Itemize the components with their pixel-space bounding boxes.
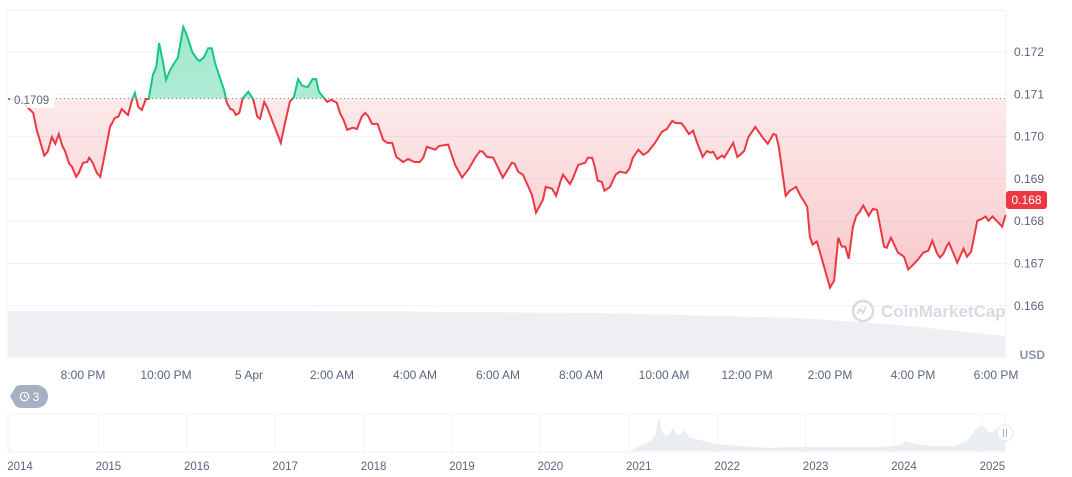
navigator-year-label: 2024	[891, 461, 917, 473]
y-tick-label: 0.168	[1014, 214, 1044, 228]
navigator[interactable]: 2014 2015 2016 2017 2018 2019 2020 2021 2022 2023…	[7, 413, 1014, 473]
x-tick-label: 8:00 AM	[559, 368, 603, 382]
svg-text:0.1709: 0.1709	[14, 95, 49, 107]
y-tick-label: 0.170	[1014, 130, 1044, 144]
x-tick-label: 8:00 PM	[61, 368, 106, 382]
x-tick-label: 4:00 PM	[891, 368, 936, 382]
navigator-year-label: 2025	[980, 461, 1006, 473]
x-tick-label: 6:00 PM	[974, 368, 1019, 382]
price-line-down	[8, 98, 1007, 291]
svg-text:0.168: 0.168	[1011, 193, 1041, 207]
navigator-year-label: 2018	[361, 461, 387, 473]
volume-area	[8, 311, 1005, 357]
x-axis: 8:00 PM 10:00 PM 5 Apr 2:00 AM 4:00 AM 6:00 A…	[61, 368, 1019, 382]
navigator-year-label: 2016	[184, 461, 210, 473]
current-price-badge: 0.168	[1006, 191, 1047, 209]
volume-bars	[8, 312, 1003, 357]
y-tick-label: 0.171	[1014, 87, 1044, 101]
navigator-year-label: 2014	[7, 461, 33, 473]
x-tick-label: 10:00 PM	[140, 368, 191, 382]
navigator-handle[interactable]	[996, 424, 1014, 442]
navigator-year-label: 2021	[626, 461, 652, 473]
x-tick-label: 2:00 PM	[808, 368, 853, 382]
navigator-year-label: 2019	[449, 461, 475, 473]
watermark-text: CoinMarketCap	[881, 302, 1006, 321]
navigator-year-label: 2015	[96, 461, 122, 473]
area-below-baseline	[8, 98, 1006, 288]
y-tick-label: 0.166	[1014, 299, 1044, 313]
x-tick-label: 10:00 AM	[639, 368, 690, 382]
currency-label: USD	[1020, 348, 1046, 362]
baseline-label: 0.1709	[10, 91, 54, 108]
x-tick-label: 6:00 AM	[476, 368, 520, 382]
navigator-year-label: 2020	[538, 461, 564, 473]
x-tick-label: 12:00 PM	[721, 368, 772, 382]
price-line-up	[8, 23, 326, 99]
history-count: 3	[32, 389, 40, 404]
x-tick-label: 2:00 AM	[310, 368, 354, 382]
history-clock-icon	[19, 391, 29, 402]
navigator-year-label: 2017	[272, 461, 298, 473]
x-tick-label: 5 Apr	[235, 368, 263, 382]
navigator-area	[630, 417, 1005, 451]
y-axis: 0.172 0.171 0.170 0.169 0.168 0.167 0.166	[1014, 45, 1044, 313]
y-tick-label: 0.167	[1014, 257, 1044, 271]
watermark-logo: CoinMarketCap	[851, 299, 1006, 323]
navigator-year-label: 2022	[714, 461, 740, 473]
history-badge[interactable]: 3	[10, 385, 48, 408]
y-tick-label: 0.169	[1014, 172, 1044, 186]
navigator-year-label: 2023	[803, 461, 829, 473]
x-tick-label: 4:00 AM	[393, 368, 437, 382]
y-tick-label: 0.172	[1014, 45, 1044, 59]
